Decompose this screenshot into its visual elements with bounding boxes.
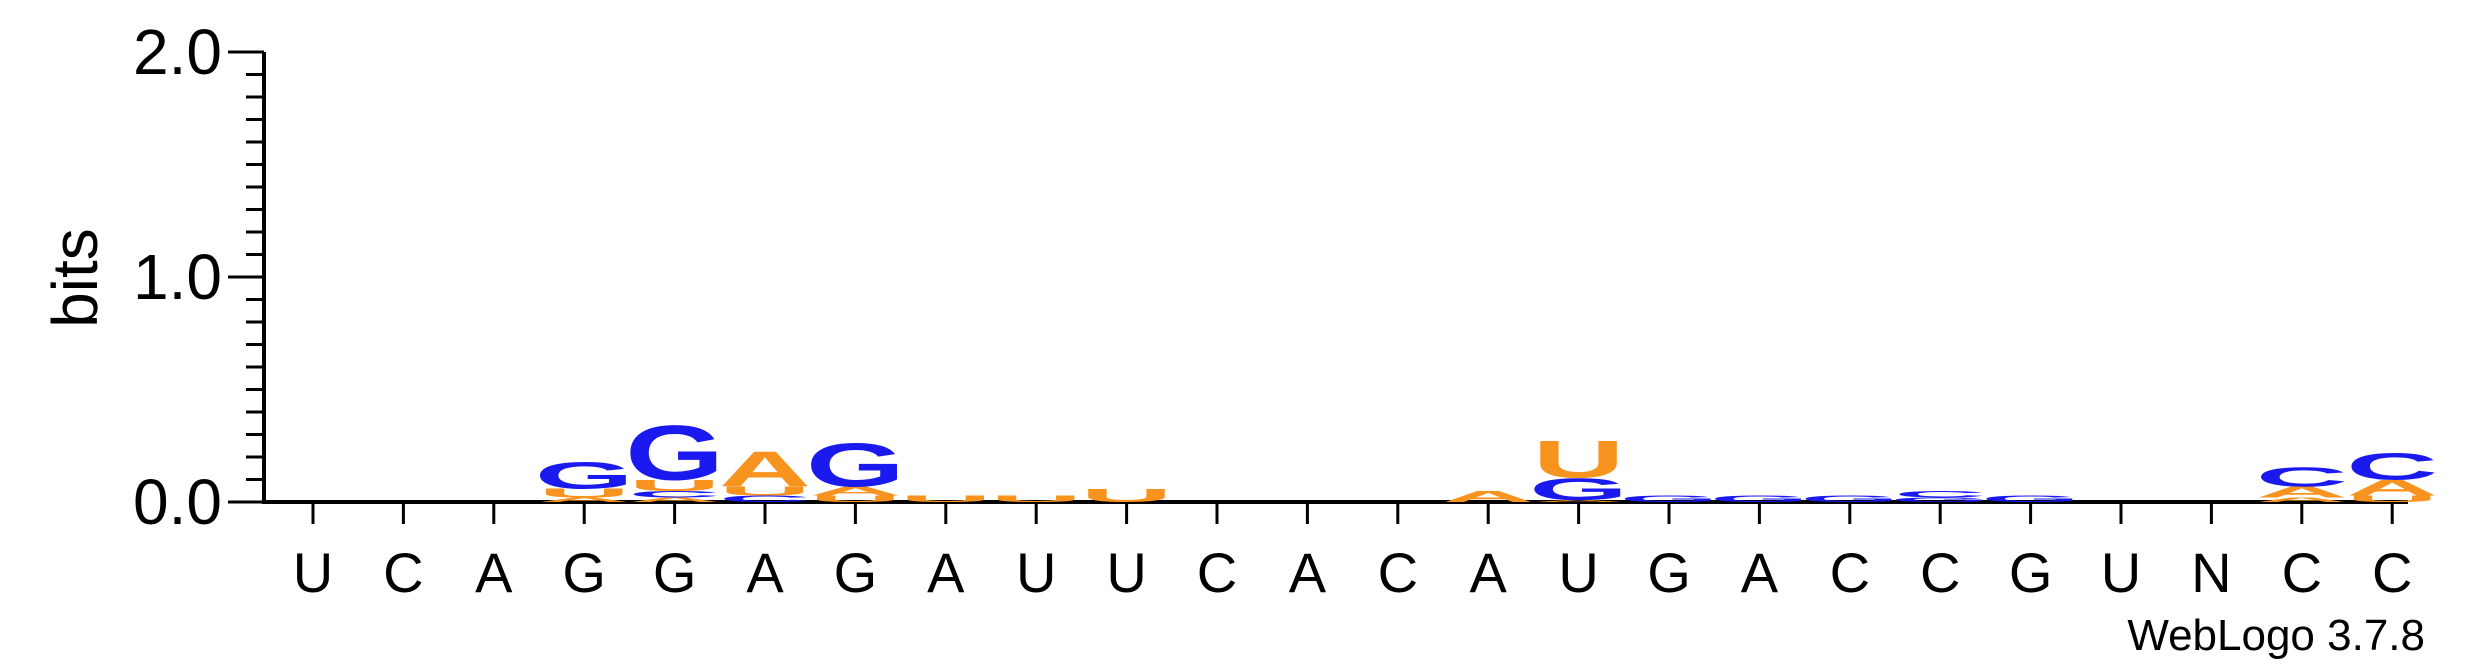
y-tick-label: 0.0 xyxy=(133,466,222,538)
logo-letter-a: A xyxy=(1533,499,1625,502)
position-label: C xyxy=(1378,541,1418,604)
position-label: A xyxy=(746,541,784,604)
logo-letter-u: U xyxy=(1081,485,1173,506)
logo-letter-a: A xyxy=(2256,496,2348,503)
logo-letter-a: A xyxy=(1442,488,1534,505)
position-label: A xyxy=(1289,541,1327,604)
position-label: A xyxy=(475,541,513,604)
logo-letter-u: U xyxy=(538,486,630,500)
logo-letter-g: G xyxy=(1891,496,1990,503)
logo-letter-g: G xyxy=(535,455,634,497)
logo-letter-u: U xyxy=(900,494,992,504)
y-axis-label: bits xyxy=(39,228,111,328)
position-label: G xyxy=(834,541,878,604)
logo-letter-a: A xyxy=(538,496,630,503)
logo-letter-u: U xyxy=(2346,494,2438,504)
position-label: A xyxy=(1741,541,1779,604)
position-label: U xyxy=(1016,541,1056,604)
weblogo-credit: WebLogo 3.7.8 xyxy=(2127,611,2425,660)
position-label: C xyxy=(1830,541,1870,604)
y-tick-label: 2.0 xyxy=(133,16,222,88)
logo-letter-u: U xyxy=(719,484,811,498)
logo-letter-a: A xyxy=(2256,484,2348,501)
logo-letter-g: G xyxy=(1981,494,2080,504)
position-label: C xyxy=(1920,541,1960,604)
logo-letter-c: C xyxy=(2346,446,2438,488)
position-label: G xyxy=(653,541,697,604)
logo-letter-a: A xyxy=(809,484,901,498)
position-label: A xyxy=(1470,541,1508,604)
logo-letter-u: U xyxy=(629,477,721,494)
logo-letter-g: G xyxy=(806,430,905,500)
logo-letter-a: A xyxy=(629,496,721,503)
logo-letter-u: U xyxy=(1533,429,1625,488)
position-label: U xyxy=(2101,541,2141,604)
y-tick-label: 1.0 xyxy=(133,241,222,313)
position-label: N xyxy=(2191,541,2231,604)
logo-letter-c: C xyxy=(1894,489,1986,499)
position-label: C xyxy=(383,541,423,604)
position-label: C xyxy=(2372,541,2412,604)
position-label: U xyxy=(293,541,333,604)
logo-letter-g: G xyxy=(1800,494,1899,504)
logo-letter-g: G xyxy=(625,409,724,496)
logo-letter-g: G xyxy=(1710,494,1809,504)
position-label: G xyxy=(2009,541,2053,604)
position-label: C xyxy=(2282,541,2322,604)
logo-letter-c: C xyxy=(629,489,721,499)
position-label: A xyxy=(927,541,965,604)
logo-letter-c: C xyxy=(719,494,811,504)
y-ticks: 0.0 1.0 2.0 xyxy=(133,16,264,538)
logo-letter-u: U xyxy=(990,494,1082,504)
logo-letter-a: A xyxy=(719,441,811,497)
logo-letter-a: A xyxy=(2346,476,2438,500)
position-label: C xyxy=(1197,541,1237,604)
logo-letter-g: G xyxy=(1620,494,1719,504)
position-label: G xyxy=(1647,541,1691,604)
position-label: U xyxy=(1558,541,1598,604)
logo-letter-u: U xyxy=(809,494,901,504)
position-label: U xyxy=(1106,541,1146,604)
logo-letter-c: C xyxy=(2256,461,2348,492)
position-label: G xyxy=(562,541,606,604)
logo-letter-g: G xyxy=(1529,471,1628,506)
